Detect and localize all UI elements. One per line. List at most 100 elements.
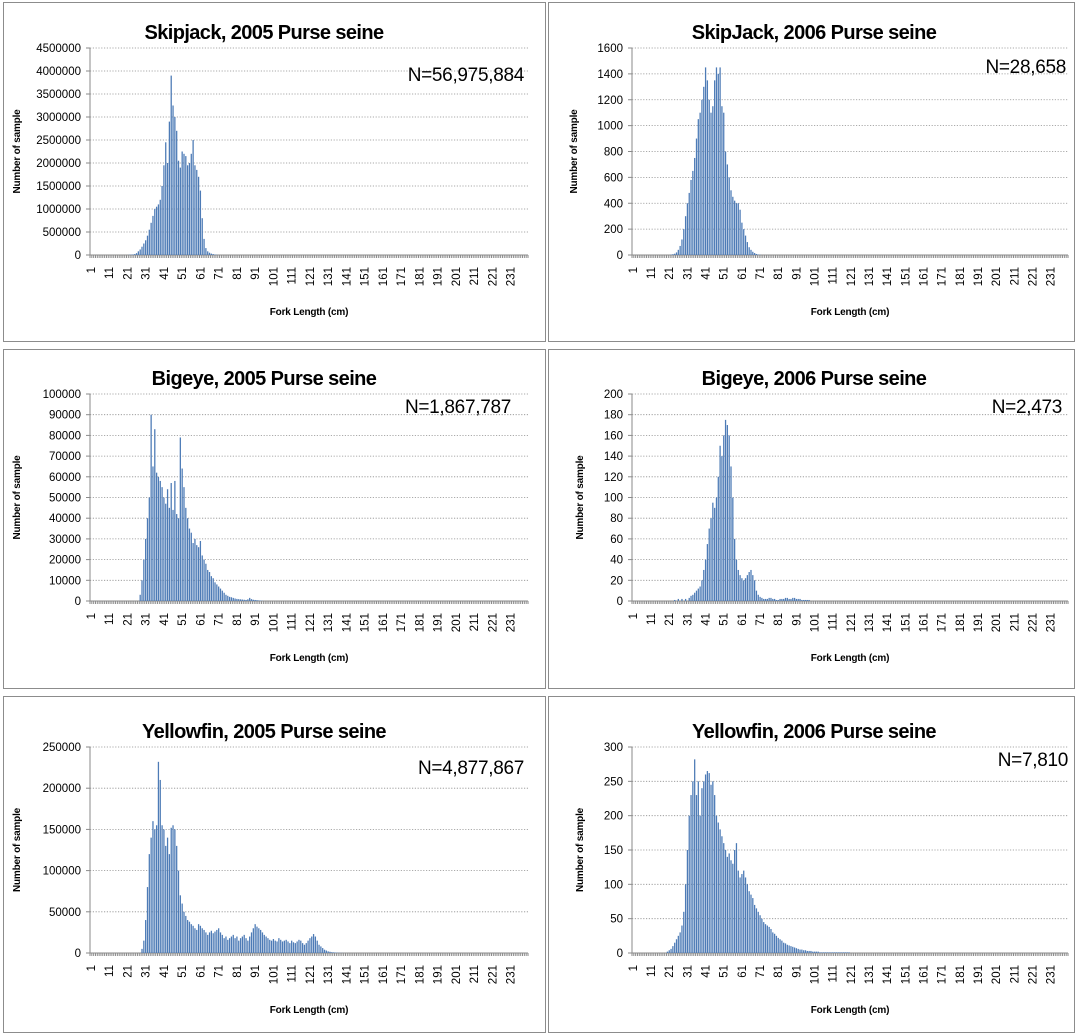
x-tick-label: 231: [1046, 613, 1058, 632]
histogram-bar: [734, 538, 736, 601]
histogram-bar: [715, 815, 718, 953]
histogram-bar: [723, 843, 725, 953]
histogram-bar: [159, 779, 161, 953]
histogram-bar: [210, 930, 213, 953]
histogram-bar: [672, 946, 674, 953]
histogram-bar: [252, 928, 254, 953]
histogram-bar: [670, 948, 672, 953]
x-tick-label: 121: [305, 267, 317, 286]
histogram-bar: [236, 598, 238, 601]
histogram-bar: [214, 931, 216, 953]
histogram-bar: [743, 870, 745, 953]
histogram-bar: [712, 781, 714, 953]
histogram-bar: [181, 468, 183, 601]
histogram-bar: [761, 597, 763, 601]
y-tick-label: 200: [604, 811, 623, 823]
histogram-bar: [770, 597, 772, 601]
x-tick-label: 151: [360, 965, 372, 984]
histogram-bar: [717, 476, 719, 601]
chart-title: Yellowfin, 2006 Purse seine: [692, 721, 936, 743]
histogram-bar: [752, 898, 754, 953]
histogram-bar: [185, 507, 187, 601]
x-tick-label: 131: [323, 267, 335, 286]
y-tick-label: 4000000: [36, 66, 81, 78]
histogram-bar: [208, 572, 211, 601]
histogram-bar: [143, 940, 145, 953]
histogram-bar: [230, 597, 233, 601]
x-tick-label: 181: [955, 267, 967, 286]
histogram-bar: [675, 939, 678, 953]
histogram-bar: [719, 445, 721, 601]
histogram-bar: [179, 167, 181, 255]
y-tick-label: 40000: [49, 513, 81, 525]
histogram-bar: [746, 575, 748, 601]
x-tick-label: 181: [955, 613, 967, 632]
sample-count-label: N=7,810: [998, 750, 1068, 771]
y-tick-label: 10000: [49, 575, 81, 587]
histogram-bar: [799, 949, 801, 953]
histogram-bar: [719, 67, 721, 255]
histogram-bar: [261, 932, 264, 953]
x-tick-label: 71: [214, 267, 226, 280]
histogram-bar: [703, 86, 705, 255]
histogram-bar: [712, 502, 714, 601]
histogram-bar: [166, 163, 169, 255]
x-tick-label: 161: [378, 267, 390, 286]
histogram-bar: [296, 941, 298, 953]
x-tick-label: 11: [104, 613, 116, 625]
histogram-bar: [307, 940, 309, 953]
histogram-bar: [267, 938, 269, 953]
histogram-bar: [305, 943, 307, 953]
histogram-bar: [254, 924, 256, 953]
x-tick-label: 91: [791, 965, 803, 978]
histogram-bar: [201, 555, 203, 601]
x-tick-label: 141: [341, 267, 353, 286]
histogram-bar: [737, 203, 739, 255]
sample-count-label: N=2,473: [992, 397, 1062, 418]
chart-svg: 0 500000 1000000 1500000 2000000 2500000 30000…: [12, 22, 529, 318]
histogram-bar: [694, 759, 696, 953]
histogram-bar: [196, 929, 198, 953]
histogram-bar: [197, 924, 200, 953]
y-tick-label: 140: [604, 451, 623, 463]
histogram-bar: [155, 825, 158, 953]
x-tick-label: 211: [1009, 965, 1021, 983]
x-tick-label: 61: [195, 267, 207, 280]
histogram-bar: [256, 926, 258, 953]
histogram-bar: [232, 597, 234, 601]
histogram-bar: [197, 547, 200, 601]
histogram-bar: [694, 157, 696, 255]
x-tick-label: 31: [141, 613, 153, 626]
histogram-bar: [726, 856, 729, 953]
histogram-bar: [199, 190, 202, 255]
histogram-bar: [177, 518, 180, 601]
histogram-bar: [190, 924, 192, 953]
histogram-bar: [683, 911, 685, 953]
chart-title: Skipjack, 2005 Purse seine: [144, 22, 383, 44]
histogram-bar: [218, 586, 220, 601]
histogram-bar: [234, 938, 236, 953]
x-tick-label: 91: [250, 965, 262, 978]
histogram-bar: [208, 252, 211, 255]
histogram-bar: [837, 952, 839, 953]
x-tick-label: 71: [755, 613, 767, 626]
y-tick-label: 100000: [43, 866, 81, 878]
histogram-bar: [741, 874, 743, 953]
x-tick-label: 111: [287, 965, 299, 982]
histogram-bar: [704, 67, 707, 255]
y-tick-label: 500000: [43, 227, 81, 239]
histogram-bar: [205, 248, 207, 255]
histogram-bar: [783, 598, 785, 601]
histogram-bar: [699, 815, 701, 953]
y-tick-label: 0: [617, 596, 623, 608]
histogram-bar: [174, 480, 176, 601]
histogram-bar: [692, 594, 694, 601]
sample-count-label: N=4,877,867: [418, 758, 524, 779]
histogram-bar: [821, 952, 823, 953]
histogram-bar: [176, 514, 178, 601]
histogram-bar: [714, 795, 716, 953]
chart-svg: 0 10000 20000 30000 40000 50000 60000 70000 8000…: [12, 368, 529, 664]
x-tick-label: 11: [646, 965, 658, 977]
histogram-bar: [165, 142, 167, 255]
